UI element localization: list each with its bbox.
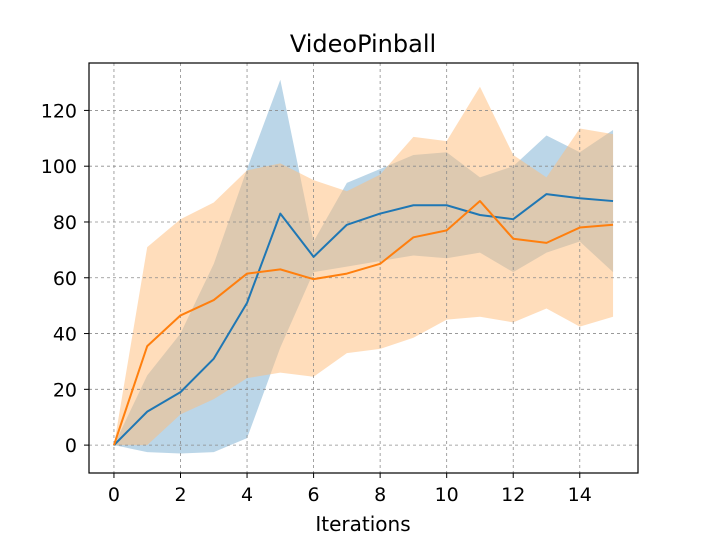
series-1-line bbox=[113, 193, 614, 446]
x-tick-label: 12 bbox=[501, 484, 525, 506]
x-tick-label: 0 bbox=[108, 484, 120, 506]
x-axis-label: Iterations bbox=[315, 512, 410, 536]
y-tick-label: 60 bbox=[53, 268, 77, 290]
chart-title: VideoPinball bbox=[290, 30, 436, 58]
y-tick-label: 80 bbox=[53, 212, 77, 234]
y-tick-label: 20 bbox=[53, 379, 77, 401]
series-lines bbox=[113, 193, 614, 446]
x-tick-label: 2 bbox=[174, 484, 186, 506]
y-axis-ticks: 0 20 40 60 80 100 120 bbox=[41, 100, 89, 457]
plot-frame bbox=[88, 62, 639, 474]
x-axis-ticks: 0 2 4 6 8 10 12 14 bbox=[108, 473, 592, 506]
x-tick-label: 6 bbox=[308, 484, 320, 506]
y-tick-label: 120 bbox=[41, 100, 77, 122]
series-2-band bbox=[113, 86, 614, 446]
x-tick-label: 4 bbox=[241, 484, 253, 506]
x-tick-label: 10 bbox=[435, 484, 459, 506]
confidence-bands bbox=[113, 79, 614, 454]
grid-lines bbox=[89, 63, 638, 473]
y-tick-label: 100 bbox=[41, 156, 77, 178]
x-tick-label: 8 bbox=[374, 484, 386, 506]
y-tick-label: 40 bbox=[53, 324, 77, 346]
series-2-line bbox=[113, 200, 614, 446]
x-tick-label: 14 bbox=[568, 484, 592, 506]
y-tick-label: 0 bbox=[65, 435, 77, 457]
